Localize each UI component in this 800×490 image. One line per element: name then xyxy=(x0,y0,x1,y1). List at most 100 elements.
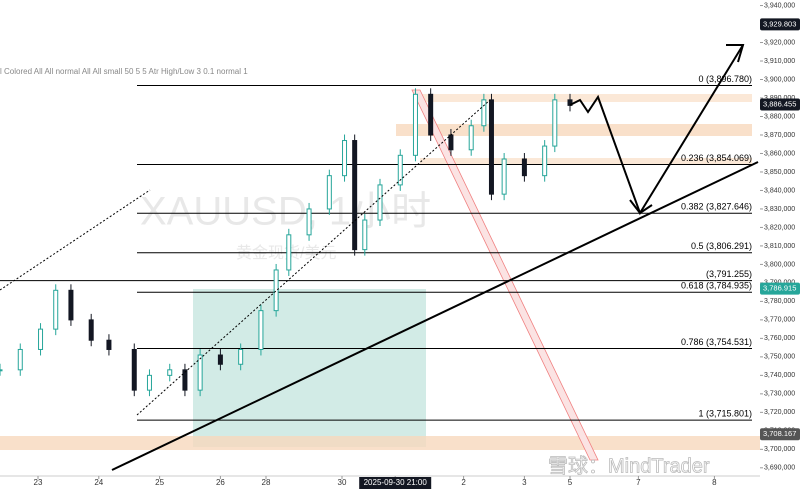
footer-watermark: 雪球：MindTrader xyxy=(548,454,710,477)
candle xyxy=(448,134,454,151)
price-badge-label: 3,708.167 xyxy=(763,429,796,438)
fib-label: (3,791.255) xyxy=(706,269,752,279)
candle xyxy=(352,140,358,251)
candle xyxy=(0,369,3,372)
x-tick-label: 5 xyxy=(568,478,573,487)
y-tick-label: 3,890,000 xyxy=(764,95,795,102)
y-tick-label: 3,940,000 xyxy=(764,2,795,9)
candle xyxy=(377,184,383,221)
candle xyxy=(412,93,418,156)
candle xyxy=(488,99,494,195)
fib-label: 0 (3,896.780) xyxy=(698,74,752,84)
fib-label: 0.786 (3,754.531) xyxy=(681,337,752,347)
candle xyxy=(362,219,368,251)
fib-label: 0.618 (3,784.935) xyxy=(681,281,752,291)
x-tick-label: 2025-09-30 21:00 xyxy=(364,478,428,487)
candle xyxy=(428,93,434,136)
y-tick-label: 3,770,000 xyxy=(764,317,795,324)
y-tick-label: 3,840,000 xyxy=(764,187,795,194)
fib-label: 0.5 (3,806.291) xyxy=(691,241,752,251)
candle xyxy=(273,269,279,312)
candle xyxy=(342,140,348,177)
dotted-trend xyxy=(136,99,491,416)
y-tick-label: 3,750,000 xyxy=(764,354,795,361)
fib-label: 0.236 (3,854.069) xyxy=(681,153,752,163)
long-zone xyxy=(193,289,426,447)
supply-zone xyxy=(396,124,752,136)
price-badge-label: 3,786.915 xyxy=(763,284,796,293)
price-badge xyxy=(760,18,800,31)
candle xyxy=(567,99,573,106)
candle xyxy=(146,374,152,391)
arrow-head xyxy=(726,44,745,63)
x-tick-label: 2 xyxy=(461,478,466,487)
candle xyxy=(501,158,507,195)
y-tick-label: 3,780,000 xyxy=(764,298,795,305)
candle xyxy=(481,99,487,127)
candle xyxy=(468,125,474,151)
y-tick-label: 3,880,000 xyxy=(764,113,795,120)
indicator-text: l Colored All All normal All All small 5… xyxy=(0,67,248,76)
y-tick-label: 3,720,000 xyxy=(764,409,795,416)
x-tick-label: 26 xyxy=(216,478,225,487)
y-tick-label: 3,810,000 xyxy=(764,243,795,250)
y-tick-label: 3,830,000 xyxy=(764,206,795,213)
candle xyxy=(182,369,188,391)
demand-zone xyxy=(0,436,760,450)
y-tick-label: 3,920,000 xyxy=(764,39,795,46)
x-tick-label: 3 xyxy=(522,478,527,487)
y-tick-label: 3,900,000 xyxy=(764,76,795,83)
y-tick-label: 3,910,000 xyxy=(764,58,795,65)
candle xyxy=(326,175,332,210)
y-tick-label: 3,850,000 xyxy=(764,169,795,176)
watermark: XAUUSD, 1小时 xyxy=(140,190,431,234)
arrow-head xyxy=(629,199,653,215)
price-badge xyxy=(760,98,800,111)
candle xyxy=(306,208,312,236)
x-tick-label: 25 xyxy=(155,478,164,487)
candle xyxy=(238,348,244,365)
x-tick-label: 24 xyxy=(94,478,103,487)
demand-zone xyxy=(420,158,752,164)
x-tick-label: 8 xyxy=(712,478,717,487)
candle xyxy=(258,310,264,350)
projection-arrow xyxy=(569,44,744,216)
drawings xyxy=(0,44,759,471)
y-tick-label: 3,760,000 xyxy=(764,335,795,342)
price-badge xyxy=(760,282,800,295)
candle xyxy=(521,158,527,177)
candle xyxy=(197,354,203,391)
candle xyxy=(552,99,558,147)
x-tick-label: 7 xyxy=(636,478,641,487)
candle xyxy=(106,339,112,350)
price-badge xyxy=(760,428,800,441)
x-crosshair-badge xyxy=(359,477,432,489)
candle xyxy=(68,289,74,321)
fib-label: 0.382 (3,827.646) xyxy=(681,202,752,212)
candle xyxy=(217,354,223,365)
y-tick-label: 3,690,000 xyxy=(764,465,795,472)
x-tick-label: 28 xyxy=(262,478,271,487)
candle xyxy=(88,319,94,341)
candle xyxy=(131,348,137,391)
candle xyxy=(397,154,403,186)
y-tick-label: 3,860,000 xyxy=(764,150,795,157)
x-tick-label: 30 xyxy=(338,478,347,487)
y-tick-label: 3,870,000 xyxy=(764,132,795,139)
fib-label: 1 (3,715.801) xyxy=(698,408,752,418)
y-tick-label: 3,800,000 xyxy=(764,261,795,268)
channel xyxy=(411,89,599,461)
price-axis xyxy=(760,0,800,490)
y-tick-label: 3,820,000 xyxy=(764,224,795,231)
price-badge-label: 3,886.455 xyxy=(763,100,796,109)
candle xyxy=(38,328,44,350)
trend-line xyxy=(111,161,759,471)
candle xyxy=(17,348,23,371)
candle xyxy=(167,369,173,376)
candle xyxy=(542,145,548,177)
y-tick-label: 3,730,000 xyxy=(764,391,795,398)
candle xyxy=(53,289,59,330)
supply-zone xyxy=(420,94,752,102)
y-tick-label: 3,700,000 xyxy=(764,446,795,453)
